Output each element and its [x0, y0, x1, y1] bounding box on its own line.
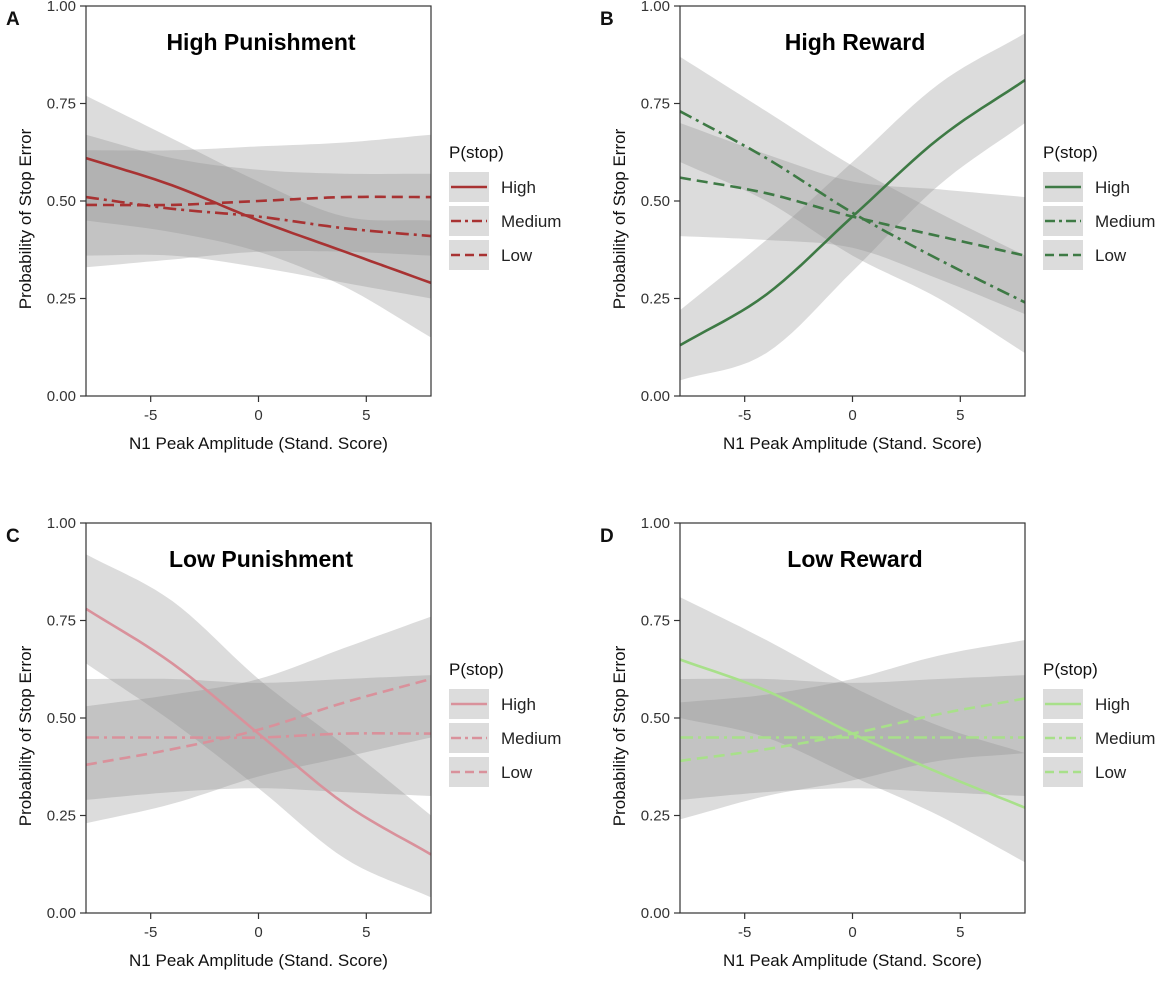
legend-label: High — [501, 178, 536, 197]
y-tick-label: 1.00 — [47, 0, 76, 15]
chart-title: Low Reward — [787, 546, 922, 572]
x-tick-label: 0 — [254, 924, 262, 941]
series-line-medium — [679, 110, 1026, 304]
y-axis-title: Probability of Stop Error — [16, 128, 35, 309]
legend-label: Medium — [501, 729, 561, 748]
confidence-band-medium — [86, 675, 431, 800]
series-line-low — [86, 195, 431, 207]
chart-title: High Reward — [785, 29, 926, 55]
x-tick-label: 0 — [848, 924, 856, 941]
legend-label: Low — [1095, 763, 1127, 782]
panel-letter: A — [6, 9, 20, 30]
series-line-low — [85, 677, 432, 767]
x-tick-label: -5 — [738, 407, 751, 424]
y-tick-label: 0.75 — [47, 96, 76, 113]
x-tick-label: 5 — [956, 407, 964, 424]
y-tick-label: 0.50 — [641, 710, 670, 727]
y-tick-label: 0.50 — [47, 710, 76, 727]
chart-panel-d: D 0.00 0.25 0.50 0.75 1.00 -5 0 5 N1 Peak Amplitu… — [600, 515, 1155, 970]
y-tick-label: 0.75 — [641, 96, 670, 113]
y-tick-label: 0.00 — [47, 905, 76, 922]
legend-label: High — [501, 695, 536, 714]
y-tick-label: 0.00 — [47, 388, 76, 405]
chart-panel-b: B 0.00 0.25 0.50 0.75 1.00 -5 0 5 N1 Peak Amplitu… — [600, 0, 1155, 453]
series-line-low — [679, 697, 1026, 763]
legend-label: Low — [501, 763, 533, 782]
legend-title: P(stop) — [449, 143, 504, 162]
x-axis-title: N1 Peak Amplitude (Stand. Score) — [129, 951, 388, 970]
legend-title: P(stop) — [1043, 143, 1098, 162]
x-tick-label: -5 — [738, 924, 751, 941]
confidence-band-low — [680, 640, 1025, 820]
x-tick-label: 5 — [362, 407, 370, 424]
x-axis-title: N1 Peak Amplitude (Stand. Score) — [723, 434, 982, 453]
plot-area — [680, 6, 1025, 396]
y-tick-label: 0.75 — [47, 613, 76, 630]
panel-letter: B — [600, 9, 614, 30]
confidence-band-high — [86, 554, 431, 898]
y-tick-label: 1.00 — [641, 0, 670, 15]
series-line-high — [85, 156, 432, 285]
y-tick-label: 0.75 — [641, 613, 670, 630]
legend-label: Medium — [1095, 212, 1155, 231]
series-line-high — [85, 607, 432, 856]
legend-label: Medium — [501, 212, 561, 231]
y-tick-label: 1.00 — [47, 515, 76, 532]
legend-label: High — [1095, 695, 1130, 714]
legend-label: Low — [501, 246, 533, 265]
y-tick-label: 0.50 — [641, 193, 670, 210]
confidence-band-medium — [680, 56, 1025, 354]
y-tick-label: 0.25 — [47, 808, 76, 825]
y-axis-title: Probability of Stop Error — [610, 645, 629, 826]
chart-panel-a: A 0.00 0.25 0.50 0.75 1.00 -5 0 5 N1 Peak Amplitu… — [6, 0, 561, 453]
x-axis-title: N1 Peak Amplitude (Stand. Score) — [723, 951, 982, 970]
panel-letter: C — [6, 526, 20, 547]
legend-title: P(stop) — [449, 660, 504, 679]
y-tick-label: 0.50 — [47, 193, 76, 210]
chart-title: High Punishment — [166, 29, 355, 55]
x-tick-label: 0 — [254, 407, 262, 424]
legend-title: P(stop) — [1043, 660, 1098, 679]
y-tick-label: 1.00 — [641, 515, 670, 532]
legend-label: Low — [1095, 246, 1127, 265]
y-axis-title: Probability of Stop Error — [610, 128, 629, 309]
x-tick-label: 0 — [848, 407, 856, 424]
y-tick-label: 0.25 — [641, 291, 670, 308]
panel-letter: D — [600, 526, 614, 547]
y-tick-label: 0.25 — [641, 808, 670, 825]
x-tick-label: 5 — [362, 924, 370, 941]
confidence-band-high — [86, 95, 431, 338]
series-line-medium — [86, 732, 431, 740]
confidence-band-medium — [86, 134, 431, 299]
confidence-band-low — [86, 616, 431, 824]
x-axis-title: N1 Peak Amplitude (Stand. Score) — [129, 434, 388, 453]
chart-title: Low Punishment — [169, 546, 353, 572]
confidence-band-high — [680, 597, 1025, 863]
legend-label: High — [1095, 178, 1130, 197]
chart-panel-c: C 0.00 0.25 0.50 0.75 1.00 -5 0 5 N1 Peak Amplitu… — [6, 515, 561, 970]
confidence-band-low — [680, 123, 1025, 315]
x-tick-label: 5 — [956, 924, 964, 941]
series-line-low — [679, 176, 1026, 257]
x-tick-label: -5 — [144, 407, 157, 424]
legend-label: Medium — [1095, 729, 1155, 748]
y-tick-label: 0.25 — [47, 291, 76, 308]
y-tick-label: 0.00 — [641, 905, 670, 922]
plot-area — [680, 523, 1025, 913]
plot-area — [86, 523, 431, 913]
confidence-band-medium — [680, 675, 1025, 800]
y-tick-label: 0.00 — [641, 388, 670, 405]
y-axis-title: Probability of Stop Error — [16, 645, 35, 826]
x-tick-label: -5 — [144, 924, 157, 941]
